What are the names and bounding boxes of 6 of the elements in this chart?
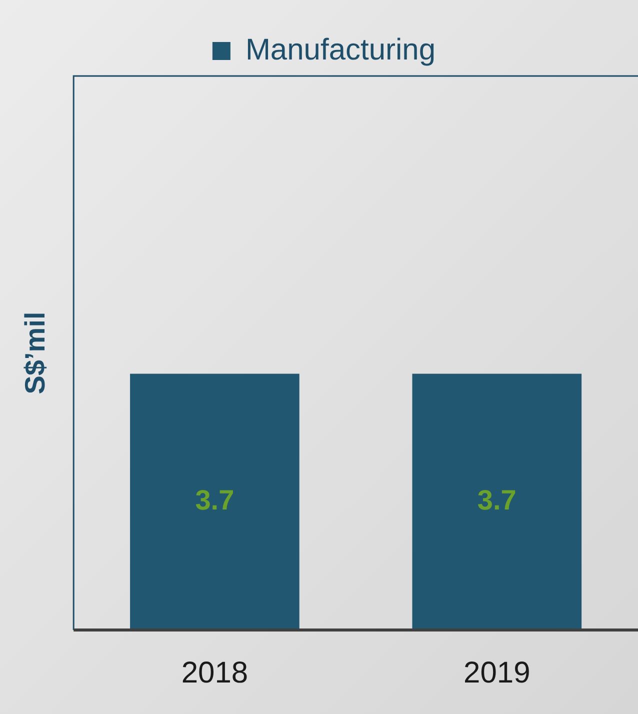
x-tick-label: 2019 xyxy=(464,656,530,690)
data-label: 3.7 xyxy=(477,484,516,516)
data-label: 3.7 xyxy=(195,484,234,516)
y-axis-title: S$’mil xyxy=(20,312,51,394)
legend-label: Manufacturing xyxy=(245,33,436,66)
x-tick-label: 2018 xyxy=(181,656,248,690)
